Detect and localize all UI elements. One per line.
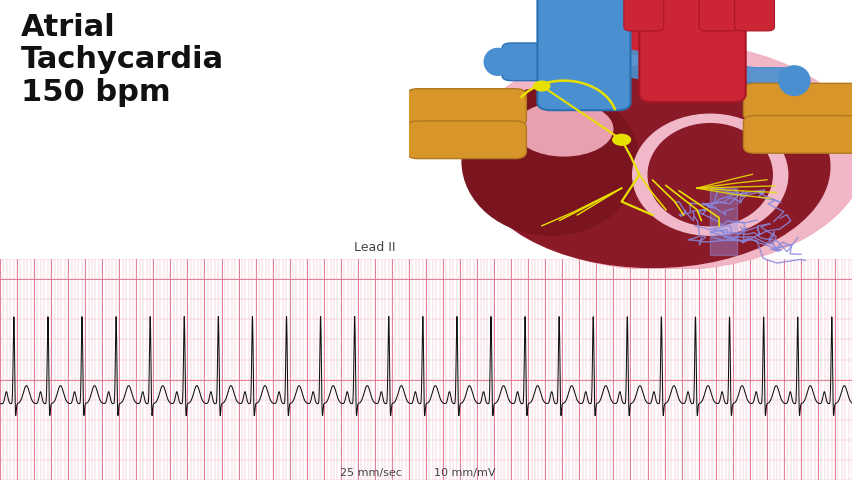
Ellipse shape	[467, 42, 852, 270]
Ellipse shape	[633, 114, 788, 235]
Text: Atrial
Tachycardia
150 bpm: Atrial Tachycardia 150 bpm	[21, 13, 224, 107]
Ellipse shape	[484, 48, 511, 75]
Text: 10 mm/mV: 10 mm/mV	[434, 468, 495, 478]
FancyBboxPatch shape	[744, 116, 852, 153]
Ellipse shape	[462, 87, 639, 235]
Ellipse shape	[409, 96, 435, 120]
FancyBboxPatch shape	[639, 0, 746, 102]
FancyBboxPatch shape	[744, 84, 852, 121]
Ellipse shape	[409, 128, 435, 152]
Ellipse shape	[834, 90, 852, 114]
FancyBboxPatch shape	[406, 121, 527, 158]
Circle shape	[534, 81, 550, 91]
FancyBboxPatch shape	[538, 0, 630, 110]
Ellipse shape	[550, 0, 617, 16]
FancyBboxPatch shape	[624, 0, 664, 31]
FancyBboxPatch shape	[699, 0, 739, 31]
FancyBboxPatch shape	[502, 43, 564, 81]
Ellipse shape	[475, 66, 830, 267]
Ellipse shape	[515, 102, 613, 156]
Circle shape	[613, 134, 630, 145]
Ellipse shape	[779, 66, 810, 96]
Text: 25 mm/sec: 25 mm/sec	[340, 468, 401, 478]
Ellipse shape	[834, 122, 852, 146]
Ellipse shape	[648, 124, 772, 226]
Text: Lead II: Lead II	[354, 241, 395, 254]
FancyBboxPatch shape	[406, 89, 527, 126]
FancyBboxPatch shape	[734, 0, 774, 31]
Ellipse shape	[653, 0, 733, 17]
